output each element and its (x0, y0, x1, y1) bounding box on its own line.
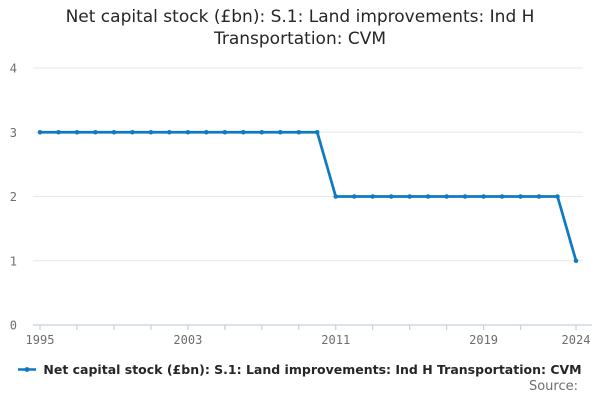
series-line (38, 130, 578, 263)
data-point-marker (185, 130, 191, 135)
data-point-marker (388, 194, 394, 199)
data-point-marker (222, 130, 228, 135)
legend-line-marker-icon (18, 367, 37, 372)
y-axis-tick-label: 3 (10, 126, 17, 140)
data-point-marker (296, 130, 302, 135)
data-point-marker (259, 130, 265, 135)
y-axis-tick-label: 4 (10, 62, 17, 76)
data-point-marker (425, 194, 431, 199)
data-point-marker (518, 194, 523, 199)
legend: Net capital stock (£bn): S.1: Land impro… (0, 362, 600, 377)
y-axis-tick-label: 0 (10, 319, 17, 333)
x-axis-tick-label: 1995 (26, 333, 55, 347)
legend-label: Net capital stock (£bn): S.1: Land impro… (43, 362, 582, 377)
data-point-marker (555, 194, 560, 199)
data-point-marker (536, 194, 542, 199)
data-point-marker (333, 194, 338, 199)
data-point-marker (278, 130, 283, 135)
source-label: Source: (528, 379, 578, 394)
data-point-marker (573, 258, 579, 263)
data-point-marker (351, 194, 357, 199)
data-point-marker (111, 130, 117, 135)
data-point-marker (499, 194, 505, 199)
x-axis-tick-label: 2024 (562, 333, 591, 347)
data-point-marker (241, 130, 246, 135)
page-title: Net capital stock (£bn): S.1: Land impro… (65, 7, 535, 49)
data-point-marker (130, 130, 135, 135)
x-axis-tick-label: 2019 (469, 333, 498, 347)
data-point-marker (167, 130, 172, 135)
data-point-marker (74, 130, 80, 135)
data-point-marker (93, 130, 98, 135)
data-point-marker (481, 194, 486, 199)
data-point-marker (370, 194, 375, 199)
data-point-marker (407, 194, 412, 199)
y-axis-tick-label: 1 (10, 254, 17, 268)
y-axis-tick-label: 2 (10, 190, 17, 204)
data-point-marker (444, 194, 449, 199)
data-point-marker (37, 130, 43, 135)
data-point-marker (314, 130, 320, 135)
data-point-marker (462, 194, 468, 199)
line-chart-plot: 0 1 2 3 4 1995 2003 2011 2019 2024 (10, 62, 592, 347)
data-point-marker (204, 130, 209, 135)
x-axis-tick-label: 2003 (173, 333, 202, 347)
data-point-marker (56, 130, 61, 135)
data-point-marker (148, 130, 154, 135)
x-axis-tick-label: 2011 (321, 333, 350, 347)
